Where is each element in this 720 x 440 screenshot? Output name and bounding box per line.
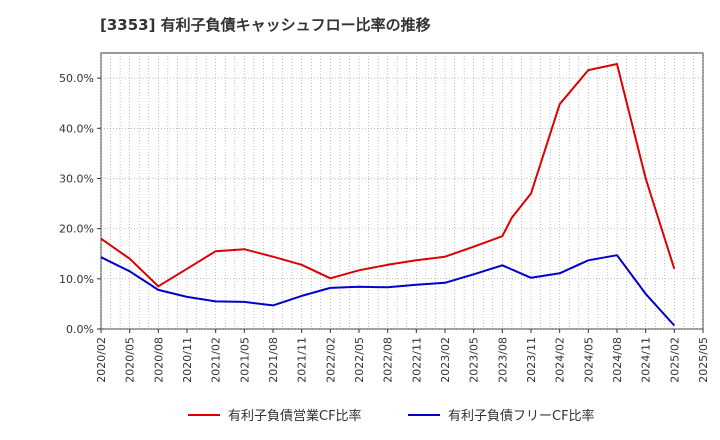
y-tick-label: 50.0% (59, 72, 94, 85)
y-tick-label: 30.0% (59, 172, 94, 185)
x-tick-label: 2021/05 (238, 337, 251, 383)
series-line-1 (100, 63, 676, 288)
x-tick-label: 2024/11 (640, 337, 653, 383)
x-tick-label: 2024/02 (554, 337, 567, 383)
x-tick-label: 2025/02 (668, 337, 681, 383)
legend-label-1: 有利子負債営業CF比率 (228, 408, 362, 424)
x-tick-label: 2025/05 (697, 337, 710, 383)
x-tick-label: 2024/08 (611, 337, 624, 383)
x-tick-label: 2023/08 (496, 337, 509, 383)
x-tick-label: 2022/11 (410, 337, 423, 383)
y-axis-ticks: 0.0% 10.0% 20.0% 30.0% 40.0% 50.0% (59, 72, 101, 336)
series-line-2 (100, 254, 676, 327)
x-tick-label: 2023/05 (468, 337, 481, 383)
y-tick-label: 20.0% (59, 223, 94, 236)
x-tick-label: 2020/05 (124, 337, 137, 383)
legend: 有利子負債営業CF比率 有利子負債フリーCF比率 (188, 408, 595, 424)
chart-title: [3353] 有利子負債キャッシュフロー比率の推移 (100, 16, 431, 34)
x-tick-label: 2024/05 (582, 337, 595, 383)
y-tick-label: 0.0% (66, 323, 94, 336)
grid-lines (100, 53, 704, 330)
x-tick-label: 2022/08 (382, 337, 395, 383)
x-tick-label: 2022/02 (324, 337, 337, 383)
plot-area (100, 52, 704, 330)
x-axis-ticks: 2020/02 2020/05 2020/08 2020/11 2021/02 2021/… (95, 329, 710, 383)
series-lines (100, 63, 676, 327)
x-tick-label: 2021/11 (296, 337, 309, 383)
x-tick-label: 2021/02 (210, 337, 223, 383)
x-tick-label: 2023/11 (525, 337, 538, 383)
x-tick-label: 2020/11 (181, 337, 194, 383)
x-tick-label: 2020/02 (95, 337, 108, 383)
x-tick-label: 2022/05 (353, 337, 366, 383)
x-tick-label: 2023/02 (439, 337, 452, 383)
y-tick-label: 40.0% (59, 122, 94, 135)
x-tick-label: 2020/08 (152, 337, 165, 383)
legend-label-2: 有利子負債フリーCF比率 (448, 408, 595, 424)
x-tick-label: 2021/08 (267, 337, 280, 383)
y-tick-label: 10.0% (59, 273, 94, 286)
